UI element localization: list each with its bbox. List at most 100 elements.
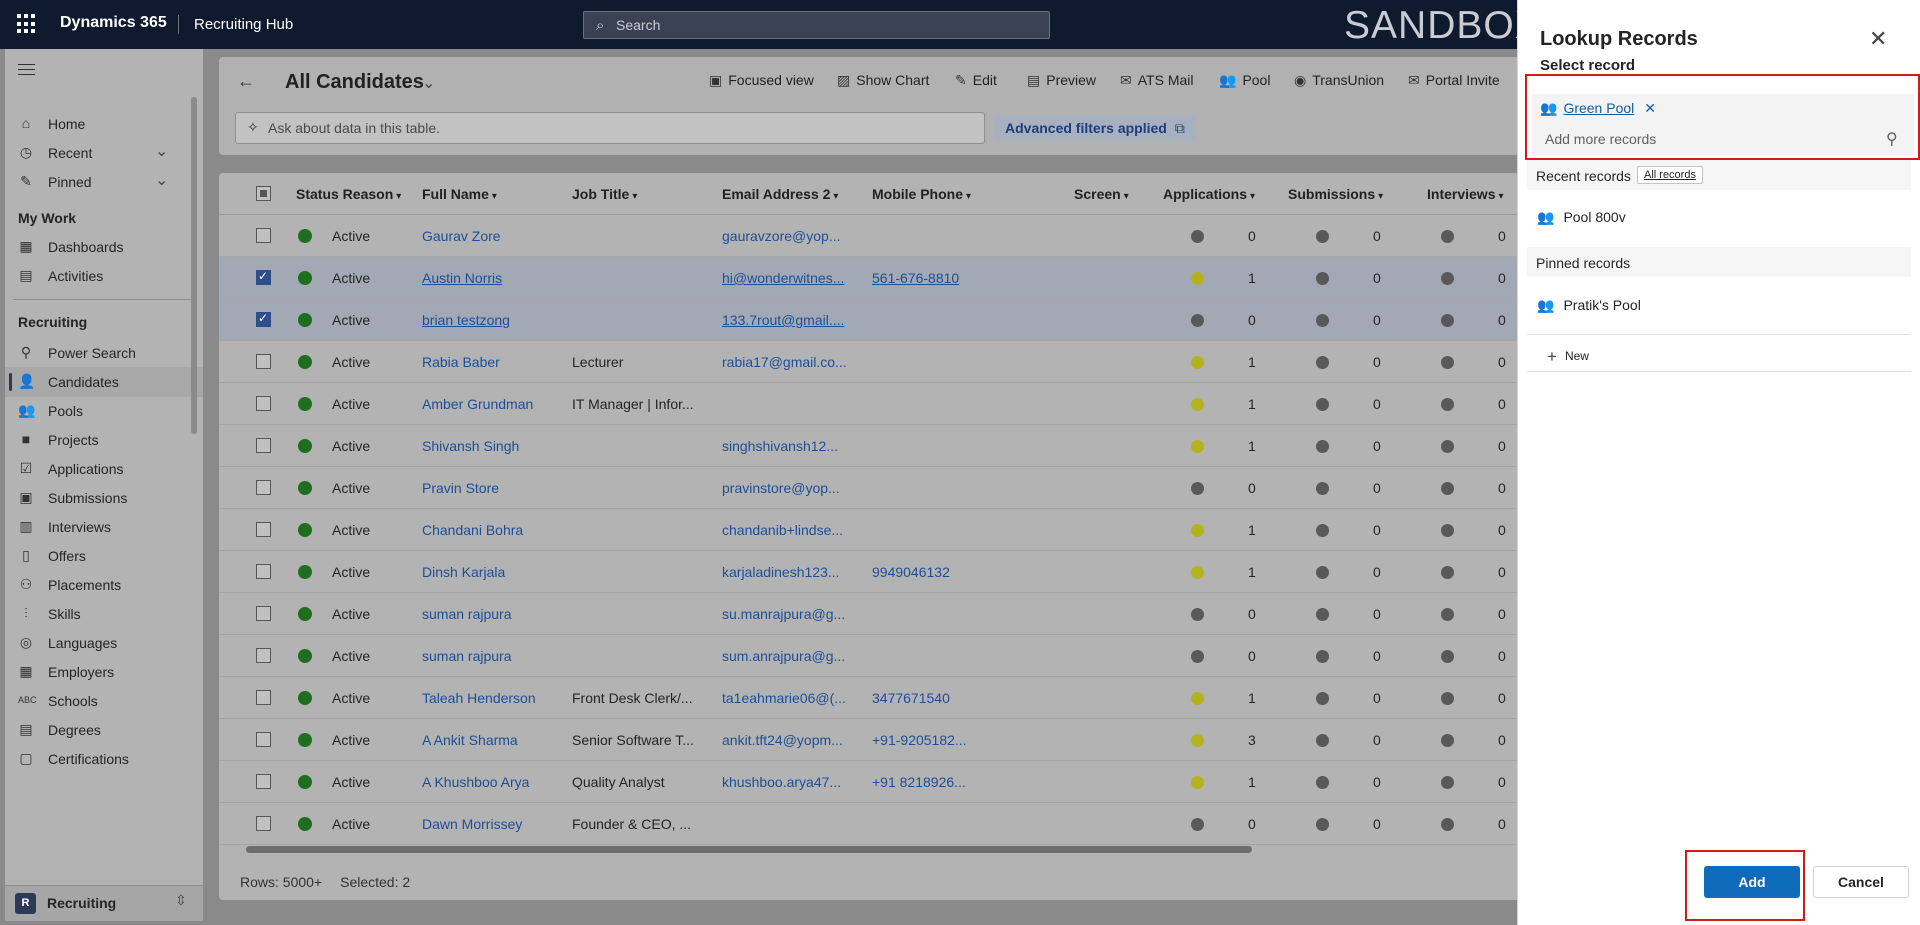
table-row[interactable]: Active suman rajpura su.manrajpura@g... 0 0 0 xyxy=(219,593,1519,635)
transunion-button[interactable]: ◉ TransUnion xyxy=(1294,72,1384,89)
ask-data-input[interactable]: ✧ Ask about data in this table. xyxy=(235,112,985,144)
full-name-link[interactable]: A Ankit Sharma xyxy=(422,732,518,748)
column-header-screen[interactable]: Screen ▾ xyxy=(1074,186,1129,202)
close-icon[interactable]: ✕ xyxy=(1869,26,1888,51)
email-link[interactable]: singhshivansh12... xyxy=(722,438,838,454)
table-row[interactable]: Active Austin Norris hi@wonderwitnes... 561… xyxy=(219,257,1519,299)
column-header-mobile-phone[interactable]: Mobile Phone ▾ xyxy=(872,186,971,202)
remove-chip-icon[interactable]: ✕ xyxy=(1644,100,1656,116)
full-name-link[interactable]: Dawn Morrissey xyxy=(422,816,523,832)
full-name-link[interactable]: suman rajpura xyxy=(422,606,512,622)
column-header-job-title[interactable]: Job Title ▾ xyxy=(572,186,637,202)
email-link[interactable]: ta1eahmarie06@(... xyxy=(722,690,846,706)
email-link[interactable]: rabia17@gmail.co... xyxy=(722,354,847,370)
cancel-button[interactable]: Cancel xyxy=(1813,866,1909,898)
email-link[interactable]: hi@wonderwitnes... xyxy=(722,270,845,286)
sidebar-item-interviews[interactable]: ▥ Interviews xyxy=(5,512,203,542)
edit-button[interactable]: ✎ Edit xyxy=(955,72,997,89)
search-icon[interactable]: ⚲ xyxy=(1886,131,1898,148)
table-row[interactable]: Active Gaurav Zore gauravzore@yop... 0 0 0 xyxy=(219,215,1519,257)
full-name-link[interactable]: Amber Grundman xyxy=(422,396,534,412)
email-link[interactable]: chandanib+lindse... xyxy=(722,522,844,538)
chevron-down-icon[interactable]: ⌄ xyxy=(155,143,169,160)
selected-record-label[interactable]: Green Pool xyxy=(1563,100,1635,116)
mobile-phone-link[interactable]: 3477671540 xyxy=(872,690,950,706)
selected-record-chip[interactable]: 👥 Green Pool ✕ xyxy=(1540,100,1656,122)
full-name-link[interactable]: Austin Norris xyxy=(422,270,503,286)
email-link[interactable]: ankit.tft24@yopm... xyxy=(722,732,843,748)
full-name-link[interactable]: Pravin Store xyxy=(422,480,500,496)
hamburger-menu-icon[interactable] xyxy=(18,64,35,79)
record-picker-field[interactable]: 👥 Green Pool ✕ Add more records ⚲ xyxy=(1532,94,1914,156)
row-checkbox[interactable] xyxy=(256,480,271,495)
back-arrow-icon[interactable]: ← xyxy=(237,71,255,91)
sidebar-item-employers[interactable]: ▦ Employers xyxy=(5,657,203,687)
table-row[interactable]: Active brian testzong 133.7rout@gmail.... 0… xyxy=(219,299,1519,341)
sidebar-item-projects[interactable]: ■ Projects xyxy=(5,425,203,455)
table-row[interactable]: Active Dawn Morrissey Founder & CEO, ... 0 0… xyxy=(219,803,1519,845)
sidebar-item-placements[interactable]: ⚇ Placements xyxy=(5,570,203,600)
sidebar-item-activities[interactable]: ▤ Activities xyxy=(5,261,203,291)
sidebar-item-skills[interactable]: ⫶ Skills xyxy=(5,599,203,629)
preview-button[interactable]: ▤ Preview xyxy=(1027,72,1096,89)
row-checkbox[interactable] xyxy=(256,648,271,663)
row-checkbox[interactable] xyxy=(256,396,271,411)
sidebar-item-dashboards[interactable]: ▦ Dashboards xyxy=(5,232,203,262)
sidebar-item-candidates[interactable]: 👤 Candidates xyxy=(5,367,203,397)
column-header-submissions[interactable]: Submissions ▾ xyxy=(1288,186,1383,202)
sidebar-item-home[interactable]: ⌂ Home xyxy=(5,109,203,139)
row-checkbox[interactable] xyxy=(256,564,271,579)
add-button[interactable]: Add xyxy=(1704,866,1800,898)
row-checkbox[interactable] xyxy=(256,311,271,327)
chevron-down-icon[interactable]: ⌄ xyxy=(422,75,436,92)
row-checkbox[interactable] xyxy=(256,606,271,621)
recent-record-item[interactable]: 👥 Pool 800v xyxy=(1527,198,1911,236)
column-header-interviews[interactable]: Interviews ▾ xyxy=(1427,186,1504,202)
sidebar-item-pinned[interactable]: ✎ Pinned ⌄ xyxy=(5,167,203,197)
show-chart-button[interactable]: ▨ Show Chart xyxy=(837,72,929,89)
sidebar-item-degrees[interactable]: ▤ Degrees xyxy=(5,715,203,745)
mobile-phone-link[interactable]: +91 8218926... xyxy=(872,774,966,790)
table-row[interactable]: Active Chandani Bohra chandanib+lindse... 1… xyxy=(219,509,1519,551)
global-search-input[interactable]: ⌕ Search xyxy=(583,11,1050,39)
row-checkbox[interactable] xyxy=(256,438,271,453)
add-more-records-input[interactable]: Add more records xyxy=(1545,131,1657,147)
full-name-link[interactable]: Gaurav Zore xyxy=(422,228,501,244)
chevron-down-icon[interactable]: ⌄ xyxy=(155,172,169,189)
column-header-applications[interactable]: Applications ▾ xyxy=(1163,186,1255,202)
view-title[interactable]: All Candidates xyxy=(285,71,424,93)
email-link[interactable]: sum.anrajpura@g... xyxy=(722,648,846,664)
table-row[interactable]: Active A Ankit Sharma Senior Software T...… xyxy=(219,719,1519,761)
brand-name[interactable]: Dynamics 365 xyxy=(60,14,167,31)
row-checkbox[interactable] xyxy=(256,228,271,243)
row-checkbox[interactable] xyxy=(256,354,271,369)
full-name-link[interactable]: Rabia Baber xyxy=(422,354,500,370)
full-name-link[interactable]: Shivansh Singh xyxy=(422,438,520,454)
mobile-phone-link[interactable]: +91-9205182... xyxy=(872,732,967,748)
new-record-button[interactable]: + New xyxy=(1527,334,1911,372)
full-name-link[interactable]: Taleah Henderson xyxy=(422,690,536,706)
row-checkbox[interactable] xyxy=(256,522,271,537)
full-name-link[interactable]: Dinsh Karjala xyxy=(422,564,506,580)
table-row[interactable]: Active suman rajpura sum.anrajpura@g... 0 0 0 xyxy=(219,635,1519,677)
sidebar-item-recent[interactable]: ◷ Recent ⌄ xyxy=(5,138,203,168)
app-name[interactable]: Recruiting Hub xyxy=(194,16,294,33)
table-row[interactable]: Active Taleah Henderson Front Desk Clerk/.… xyxy=(219,677,1519,719)
email-link[interactable]: su.manrajpura@g... xyxy=(722,606,846,622)
horizontal-scrollbar[interactable] xyxy=(246,846,1252,853)
mobile-phone-link[interactable]: 561-676-8810 xyxy=(872,270,960,286)
select-all-checkbox[interactable] xyxy=(256,186,271,201)
table-row[interactable]: Active Pravin Store pravinstore@yop... 0 0 0 xyxy=(219,467,1519,509)
table-row[interactable]: Active Rabia Baber Lecturer rabia17@gmail.c… xyxy=(219,341,1519,383)
full-name-link[interactable]: A Khushboo Arya xyxy=(422,774,530,790)
ats-mail-button[interactable]: ✉ ATS Mail xyxy=(1120,72,1193,89)
sidebar-item-languages[interactable]: ◎ Languages xyxy=(5,628,203,658)
portal-invite-button[interactable]: ✉ Portal Invite xyxy=(1408,72,1500,89)
pinned-record-item[interactable]: 👥 Pratik's Pool xyxy=(1527,286,1911,324)
mobile-phone-link[interactable]: 9949046132 xyxy=(872,564,950,580)
sidebar-item-certifications[interactable]: ▢ Certifications xyxy=(5,744,203,768)
sidebar-item-schools[interactable]: ABC Schools xyxy=(5,686,203,716)
column-header-status-reason[interactable]: Status Reason ▾ xyxy=(296,186,401,202)
full-name-link[interactable]: suman rajpura xyxy=(422,648,512,664)
all-records-link[interactable]: All records xyxy=(1637,166,1703,184)
